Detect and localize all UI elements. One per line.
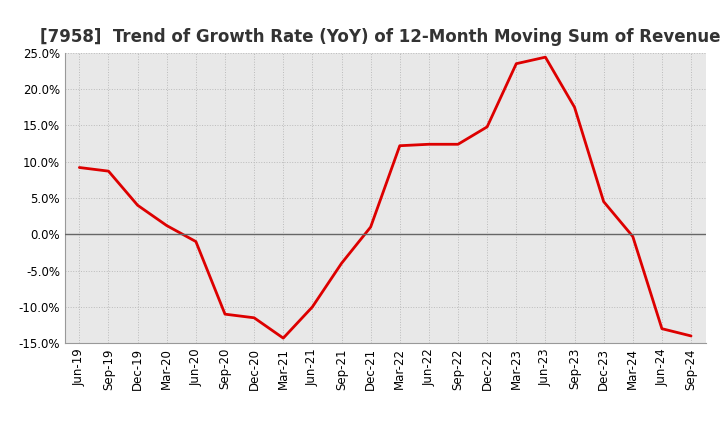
- Title: [7958]  Trend of Growth Rate (YoY) of 12-Month Moving Sum of Revenues: [7958] Trend of Growth Rate (YoY) of 12-…: [40, 28, 720, 46]
